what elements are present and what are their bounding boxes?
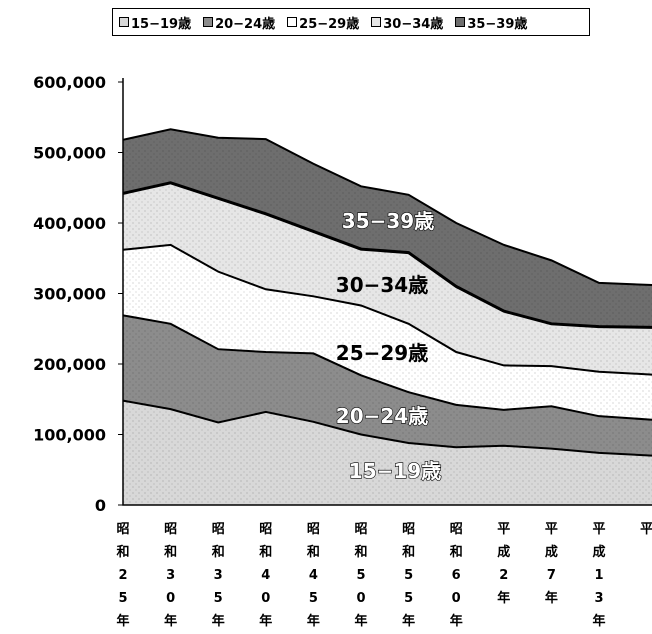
area-texture (123, 129, 652, 328)
x-tick-label: 5 (214, 591, 223, 606)
x-tick-label: 和 (354, 544, 367, 560)
legend-label: 15−19歳 (131, 16, 192, 32)
legend-item: 15−19歳 (119, 13, 191, 32)
x-tick-label: 年 (164, 613, 177, 629)
area-texture (123, 400, 652, 505)
x-tick-label: 5 (118, 591, 127, 606)
x-tick-label: 年 (354, 613, 367, 629)
legend-label: 20−24歳 (215, 16, 276, 32)
series-label: 20−24歳 (336, 404, 428, 428)
legend-label: 30−34歳 (383, 16, 444, 32)
x-tick-label: 成 (497, 544, 510, 560)
legend-label: 35−39歳 (467, 16, 528, 32)
legend-swatch (287, 17, 298, 27)
series-line (122, 243, 652, 376)
x-tick-label: 5 (356, 568, 365, 583)
x-tick-label: 年 (592, 613, 605, 629)
y-tick-label: 600,000 (33, 73, 106, 92)
y-tick-label: 400,000 (33, 214, 106, 233)
x-tick-label: 昭 (212, 522, 225, 537)
series-label: 15−19歳 (349, 459, 441, 483)
x-tick-label: 4 (309, 568, 318, 583)
legend-swatch (203, 17, 214, 27)
x-tick-label: 年 (116, 613, 129, 629)
x-tick-label: 年 (402, 613, 415, 629)
series-label: 25−29歳 (336, 341, 428, 365)
series-label: 30−34歳 (336, 273, 428, 297)
x-tick-label: 年 (259, 613, 272, 629)
x-tick-label: 昭 (354, 522, 367, 537)
x-tick-label: 和 (402, 544, 415, 560)
x-tick-label: 3 (214, 568, 223, 583)
area-texture (123, 182, 652, 375)
x-tick-label: 3 (166, 568, 175, 583)
x-tick-label: 昭 (402, 522, 415, 537)
x-tick-label: 昭 (307, 522, 320, 537)
area-texture (123, 244, 652, 420)
series-line (122, 181, 652, 329)
x-tick-label: 和 (259, 544, 272, 560)
x-tick-label: 0 (356, 591, 365, 606)
series-line (122, 399, 652, 457)
x-tick-label: 和 (307, 544, 320, 560)
legend-label: 25−29歳 (299, 16, 360, 32)
x-tick-label: 和 (116, 544, 129, 560)
x-tick-label: 平 (592, 522, 605, 537)
x-tick-label: 5 (404, 591, 413, 606)
x-tick-label: 平 (497, 522, 510, 537)
series-label: 35−39歳 (342, 209, 434, 233)
legend-item: 25−29歳 (287, 13, 359, 32)
x-tick-label: 平 (545, 522, 558, 537)
x-tick-label: 0 (261, 591, 270, 606)
x-tick-label: 年 (545, 590, 558, 606)
legend-item: 35−39歳 (455, 13, 527, 32)
y-tick-label: 200,000 (33, 355, 106, 374)
y-tick-label: 100,000 (33, 426, 106, 445)
x-tick-label: 昭 (116, 522, 129, 537)
series-line (122, 128, 652, 287)
x-tick-label: 1 (594, 568, 603, 583)
y-tick-label: 0 (95, 496, 106, 515)
series-line (122, 314, 652, 421)
x-tick-label: 0 (452, 591, 461, 606)
x-tick-label: 年 (212, 613, 225, 629)
x-tick-label: 和 (212, 544, 225, 560)
x-tick-label: 5 (404, 568, 413, 583)
x-tick-label: 2 (118, 568, 127, 583)
x-tick-label: 3 (594, 591, 603, 606)
x-tick-label: 和 (450, 544, 463, 560)
legend-item: 20−24歳 (203, 13, 275, 32)
x-tick-label: 5 (309, 591, 318, 606)
x-tick-label: 昭 (259, 522, 272, 537)
x-tick-label: 2 (499, 568, 508, 583)
legend-swatch (371, 17, 382, 27)
x-tick-label: 6 (452, 568, 461, 583)
x-tick-label: 成 (592, 544, 605, 560)
y-tick-label: 300,000 (33, 285, 106, 304)
legend-swatch (455, 17, 466, 27)
x-tick-label: 4 (261, 568, 270, 583)
x-tick-label: 和 (164, 544, 177, 560)
chart-legend: 15−19歳 20−24歳 25−29歳 30−34歳 35−39歳 (112, 8, 590, 36)
x-tick-label: 年 (307, 613, 320, 629)
x-tick-label: 昭 (450, 522, 463, 537)
x-tick-label: 7 (547, 568, 556, 583)
x-tick-label: 昭 (164, 522, 177, 537)
x-tick-label: 平 (640, 522, 652, 537)
legend-swatch (119, 17, 129, 27)
x-tick-label: 年 (497, 590, 510, 606)
x-tick-label: 年 (450, 613, 463, 629)
x-tick-label: 0 (166, 591, 175, 606)
legend-item: 30−34歳 (371, 13, 443, 32)
x-tick-label: 成 (545, 544, 558, 560)
y-tick-label: 500,000 (33, 144, 106, 163)
